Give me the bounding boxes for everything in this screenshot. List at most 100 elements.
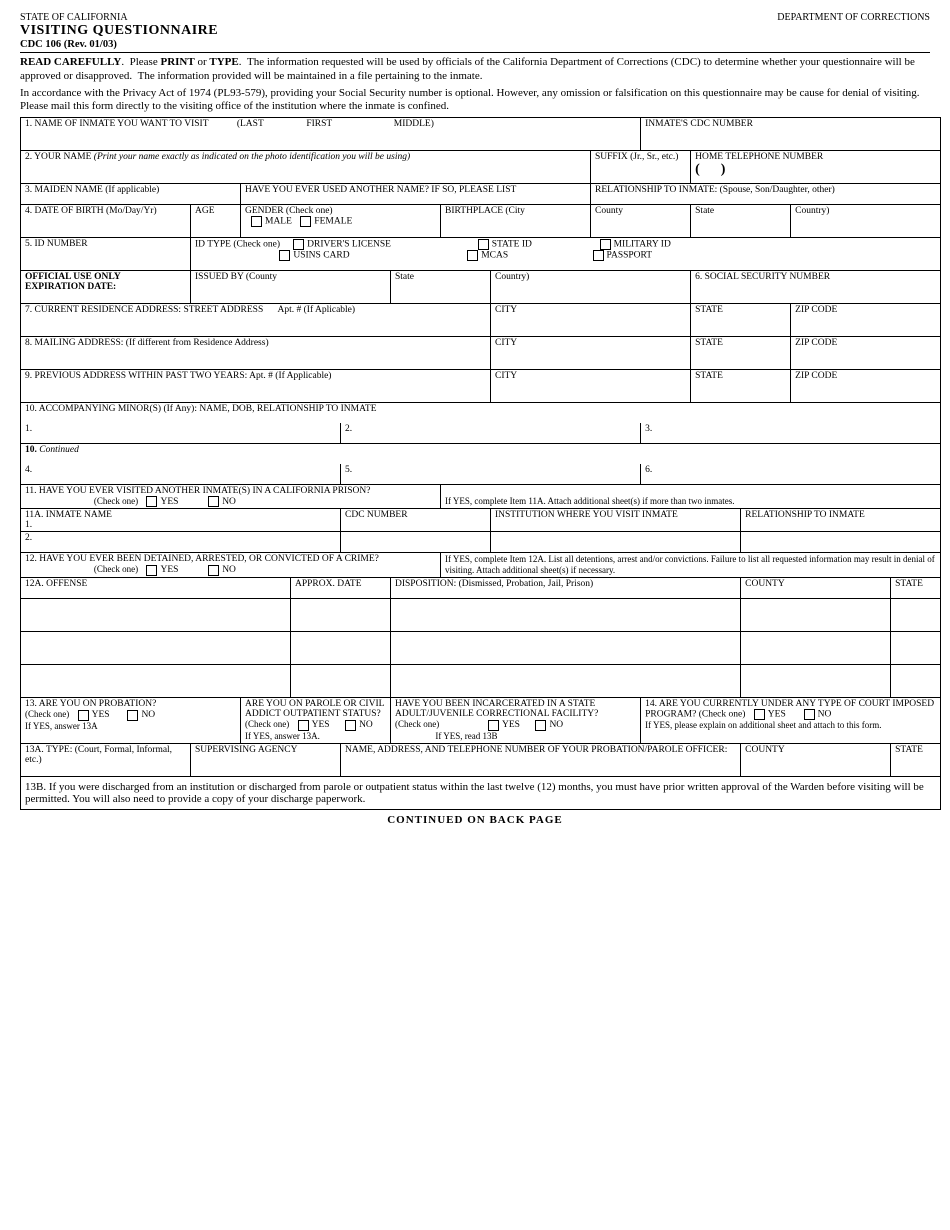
checkbox-13-no[interactable] — [127, 710, 138, 721]
inmate-2-rel[interactable] — [741, 532, 941, 553]
field-4-country[interactable]: Country) — [791, 205, 941, 238]
checkbox-14-no[interactable] — [804, 709, 815, 720]
minor-2[interactable]: 2. — [341, 423, 641, 444]
field-13b: 13B. If you were discharged from an inst… — [21, 776, 941, 809]
field-1[interactable]: 1. NAME OF INMATE YOU WANT TO VISIT (LAS… — [21, 118, 641, 151]
checkbox-14-yes[interactable] — [754, 709, 765, 720]
checkbox-usins[interactable] — [279, 250, 290, 261]
field-9-state[interactable]: STATE — [691, 370, 791, 403]
offense-3-disp[interactable] — [391, 665, 741, 698]
field-3[interactable]: 3. MAIDEN NAME (If applicable) — [21, 184, 241, 205]
field-14[interactable]: 14. ARE YOU CURRENTLY UNDER ANY TYPE OF … — [641, 698, 941, 743]
field-2-suffix[interactable]: SUFFIX (Jr., Sr., etc.) — [591, 151, 691, 184]
checkbox-11-no[interactable] — [208, 496, 219, 507]
rule — [20, 52, 930, 53]
minor-3[interactable]: 3. — [641, 423, 941, 444]
minor-6[interactable]: 6. — [641, 464, 941, 485]
field-13[interactable]: 13. ARE YOU ON PROBATION? (Check one) YE… — [21, 698, 241, 743]
offense-1-state[interactable] — [891, 599, 941, 632]
minor-4[interactable]: 4. — [21, 464, 341, 485]
checkbox-inc-yes[interactable] — [488, 720, 499, 731]
checkbox-inc-no[interactable] — [535, 720, 546, 731]
checkbox-stateid[interactable] — [478, 239, 489, 250]
field-12a-county: COUNTY — [741, 578, 891, 599]
field-5-type[interactable]: ID TYPE (Check one) DRIVER'S LICENSE STA… — [191, 238, 941, 271]
field-10-header: 10. ACCOMPANYING MINOR(S) (If Any): NAME… — [21, 403, 941, 424]
offense-3-date[interactable] — [291, 665, 391, 698]
field-3-rel[interactable]: RELATIONSHIP TO INMATE: (Spouse, Son/Dau… — [591, 184, 941, 205]
field-8-city[interactable]: CITY — [491, 337, 691, 370]
field-4-state[interactable]: State — [691, 205, 791, 238]
field-11[interactable]: 11. HAVE YOU EVER VISITED ANOTHER INMATE… — [21, 485, 441, 509]
field-5[interactable]: 5. ID NUMBER — [21, 238, 191, 271]
checkbox-12-no[interactable] — [208, 565, 219, 576]
checkbox-male[interactable] — [251, 216, 262, 227]
offense-2-disp[interactable] — [391, 632, 741, 665]
field-8-zip[interactable]: ZIP CODE — [791, 337, 941, 370]
minor-1[interactable]: 1. — [21, 423, 341, 444]
checkbox-pass[interactable] — [593, 250, 604, 261]
field-13a-state[interactable]: STATE — [891, 743, 941, 776]
checkbox-parole-no[interactable] — [345, 720, 356, 731]
checkbox-12-yes[interactable] — [146, 565, 157, 576]
field-7-zip[interactable]: ZIP CODE — [791, 304, 941, 337]
offense-1-county[interactable] — [741, 599, 891, 632]
offense-2[interactable] — [21, 632, 291, 665]
field-13a-agency[interactable]: SUPERVISING AGENCY — [191, 743, 341, 776]
field-4-dob[interactable]: 4. DATE OF BIRTH (Mo/Day/Yr) — [21, 205, 191, 238]
field-13a-addr[interactable]: NAME, ADDRESS, AND TELEPHONE NUMBER OF Y… — [341, 743, 741, 776]
offense-1-date[interactable] — [291, 599, 391, 632]
offense-1-disp[interactable] — [391, 599, 741, 632]
field-4-county[interactable]: County — [591, 205, 691, 238]
field-7-state[interactable]: STATE — [691, 304, 791, 337]
field-7-city[interactable]: CITY — [491, 304, 691, 337]
field-9-zip[interactable]: ZIP CODE — [791, 370, 941, 403]
field-4-bp[interactable]: BIRTHPLACE (City — [441, 205, 591, 238]
field-11a-rel: RELATIONSHIP TO INMATE — [741, 509, 941, 532]
checkbox-parole-yes[interactable] — [298, 720, 309, 731]
field-9-city[interactable]: CITY — [491, 370, 691, 403]
field-4-age[interactable]: AGE — [191, 205, 241, 238]
checkbox-female[interactable] — [300, 216, 311, 227]
issued-state[interactable]: State — [391, 271, 491, 304]
checkbox-dl[interactable] — [293, 239, 304, 250]
field-13a-county[interactable]: COUNTY — [741, 743, 891, 776]
offense-2-state[interactable] — [891, 632, 941, 665]
field-11a-cdc: CDC NUMBER — [341, 509, 491, 532]
inmate-2-inst[interactable] — [491, 532, 741, 553]
field-12-hint: If YES, complete Item 12A. List all dete… — [441, 553, 941, 578]
state-line: STATE OF CALIFORNIA — [20, 12, 218, 23]
field-13-inc[interactable]: HAVE YOU BEEN INCARCERATED IN A STATE AD… — [391, 698, 641, 743]
inmate-2-cdc[interactable] — [341, 532, 491, 553]
field-12[interactable]: 12. HAVE YOU EVER BEEN DETAINED, ARRESTE… — [21, 553, 441, 578]
offense-3-state[interactable] — [891, 665, 941, 698]
offense-2-date[interactable] — [291, 632, 391, 665]
offense-2-county[interactable] — [741, 632, 891, 665]
field-2[interactable]: 2. YOUR NAME (Print your name exactly as… — [21, 151, 591, 184]
offense-1[interactable] — [21, 599, 291, 632]
field-13a[interactable]: 13A. TYPE: (Court, Formal, Informal, etc… — [21, 743, 191, 776]
offense-3-county[interactable] — [741, 665, 891, 698]
field-8-state[interactable]: STATE — [691, 337, 791, 370]
field-2-phone[interactable]: HOME TELEPHONE NUMBER ( ) — [691, 151, 941, 184]
inmate-2-name[interactable]: 2. — [21, 532, 341, 553]
field-1-cdc[interactable]: INMATE'S CDC NUMBER — [641, 118, 941, 151]
field-3-other[interactable]: HAVE YOU EVER USED ANOTHER NAME? IF SO, … — [241, 184, 591, 205]
field-8[interactable]: 8. MAILING ADDRESS: (If different from R… — [21, 337, 491, 370]
issued-county[interactable]: ISSUED BY (County — [191, 271, 391, 304]
form-table: 1. NAME OF INMATE YOU WANT TO VISIT (LAS… — [20, 117, 941, 810]
intro-2: In accordance with the Privacy Act of 19… — [20, 87, 930, 115]
issued-country[interactable]: Country) — [491, 271, 691, 304]
checkbox-mil[interactable] — [600, 239, 611, 250]
checkbox-11-yes[interactable] — [146, 496, 157, 507]
field-6-ssn[interactable]: 6. SOCIAL SECURITY NUMBER — [691, 271, 941, 304]
offense-3[interactable] — [21, 665, 291, 698]
field-12a-off: 12A. OFFENSE — [21, 578, 291, 599]
field-4-gender[interactable]: GENDER (Check one) MALE FEMALE — [241, 205, 441, 238]
field-9[interactable]: 9. PREVIOUS ADDRESS WITHIN PAST TWO YEAR… — [21, 370, 491, 403]
field-13-parole[interactable]: ARE YOU ON PAROLE OR CIVIL ADDICT OUTPAT… — [241, 698, 391, 743]
minor-5[interactable]: 5. — [341, 464, 641, 485]
checkbox-13-yes[interactable] — [78, 710, 89, 721]
field-7[interactable]: 7. CURRENT RESIDENCE ADDRESS: STREET ADD… — [21, 304, 491, 337]
checkbox-mcas[interactable] — [467, 250, 478, 261]
